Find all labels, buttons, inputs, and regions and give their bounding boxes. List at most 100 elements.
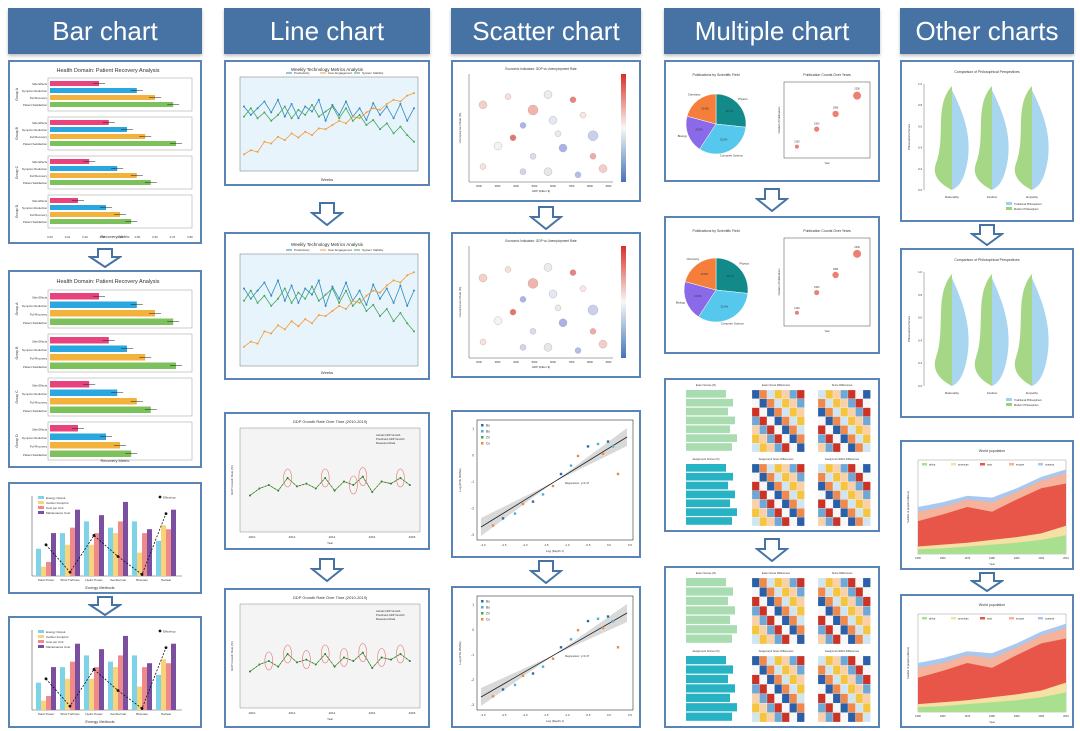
x-tick-label: 3000 (495, 184, 501, 188)
legend-label: Traditional Philosophers (1014, 202, 1042, 206)
bar (50, 134, 146, 139)
bar (50, 301, 137, 308)
heatmap-cell (789, 398, 798, 408)
data-point (324, 110, 327, 113)
heatmap-cell (840, 499, 849, 509)
bar (156, 540, 161, 576)
heatmap-cell (825, 615, 834, 626)
heatmap-cell (862, 416, 871, 426)
bubble (529, 153, 537, 160)
row-label: Full Recovery (30, 357, 48, 361)
data-point (385, 105, 388, 108)
data-point (243, 105, 245, 108)
heatmap-cell (796, 596, 805, 607)
down-arrow-icon (970, 224, 1004, 246)
heatmap-cell (774, 596, 783, 607)
heatmap-cell (832, 684, 841, 694)
legend-label: Measured Data (376, 617, 396, 621)
regression-annotation: Regression: y=0.47 (565, 481, 590, 485)
heatmap-cell (855, 443, 864, 453)
x-tick-label: 0.00 (47, 235, 53, 239)
heatmap-cell (751, 499, 760, 509)
bar (686, 464, 726, 472)
heatmap-cell (825, 703, 834, 713)
data-point (263, 111, 266, 114)
stability-line (243, 285, 415, 332)
x-tick-label: 1950 (915, 714, 921, 718)
heatmap-cell (847, 508, 856, 518)
panel-title: Exam Score Differences (762, 383, 791, 387)
legend-swatch (1009, 617, 1014, 620)
violin-panel-original: Comparison of Philosophical Perspectives… (900, 60, 1074, 222)
bar (686, 578, 726, 587)
heatmap-cell (825, 596, 834, 607)
heatmap-cell (840, 634, 849, 645)
heatmap-cell (862, 481, 871, 491)
x-tick-label: 7000 (569, 184, 575, 188)
x-tick-label: 0.0 (607, 713, 611, 717)
legend-label: User Engagement (328, 71, 352, 75)
heatmap-cell (781, 606, 790, 616)
down-arrow-icon (529, 206, 563, 230)
row-label: Symptom Reduction (22, 392, 48, 396)
heatmap-cell (796, 398, 805, 408)
data-point (606, 615, 610, 618)
slice-label: Biology (676, 301, 686, 305)
violin-chart-edited: Comparison of Philosophical Perspectives… (907, 258, 1049, 407)
bar (50, 120, 109, 125)
data-point (413, 289, 415, 292)
heatmap-cell (817, 577, 826, 588)
bar (161, 525, 166, 576)
data-point (372, 303, 375, 306)
data-point (596, 617, 600, 620)
data-point (283, 105, 286, 108)
heatmap-cell (855, 472, 864, 482)
horizontal-bar-chart-edited: Health Domain: Patient Recovery Analysis… (15, 279, 193, 463)
x-axis-label: Energy Methods (85, 585, 114, 590)
heatmap-cell (840, 587, 849, 597)
heatmap-cell (825, 407, 834, 417)
data-point (392, 132, 395, 135)
heatmap-cell (847, 577, 856, 588)
y-tick-label: 0.2 (918, 361, 922, 365)
heatmap-cell (817, 472, 826, 482)
heatmap-cell (789, 472, 798, 482)
heatmap-cell (774, 606, 783, 616)
bar (60, 667, 65, 710)
legend-label: Modern Philosophers (1014, 403, 1039, 407)
bar (70, 661, 75, 710)
data-point (513, 683, 517, 687)
heatmap-cell (796, 490, 805, 500)
heatmap-cell (774, 398, 783, 408)
bar-chart-panel-edited: Health Domain: Patient Recovery Analysis… (8, 270, 202, 468)
heatmap-cell (781, 577, 790, 588)
x-tick-label: 0.40 (117, 235, 123, 239)
heatmap-cell (840, 481, 849, 491)
heatmap-cell (825, 490, 834, 500)
row-label: Patient Satisfaction (23, 321, 47, 325)
plot-area (239, 427, 421, 533)
bar (686, 407, 728, 416)
heatmap-cell (766, 596, 775, 607)
bubble-label: 1850 (833, 268, 839, 271)
bar (686, 443, 732, 451)
heatmap-cell (862, 665, 871, 675)
x-axis-label: Year (989, 562, 995, 566)
legend-swatch (481, 442, 484, 445)
y-tick-label: 0.4 (918, 146, 922, 150)
bubble (794, 144, 799, 149)
x-axis-label: Weeks (321, 177, 333, 182)
heatmap-cell (789, 684, 798, 694)
data-point (406, 274, 409, 277)
heatmap-cell (759, 615, 768, 626)
heatmap-cell (817, 606, 826, 616)
heatmap-cell (781, 508, 790, 518)
heatmap-cell (817, 389, 826, 399)
data-point (338, 113, 341, 116)
heatmap-cell (847, 712, 856, 723)
legend-label: Efficiency (163, 496, 176, 500)
heatmap-cell (847, 499, 856, 509)
heatmap-cell (825, 472, 834, 482)
x-tick-label: 2014 (329, 535, 336, 539)
bar (50, 362, 176, 369)
